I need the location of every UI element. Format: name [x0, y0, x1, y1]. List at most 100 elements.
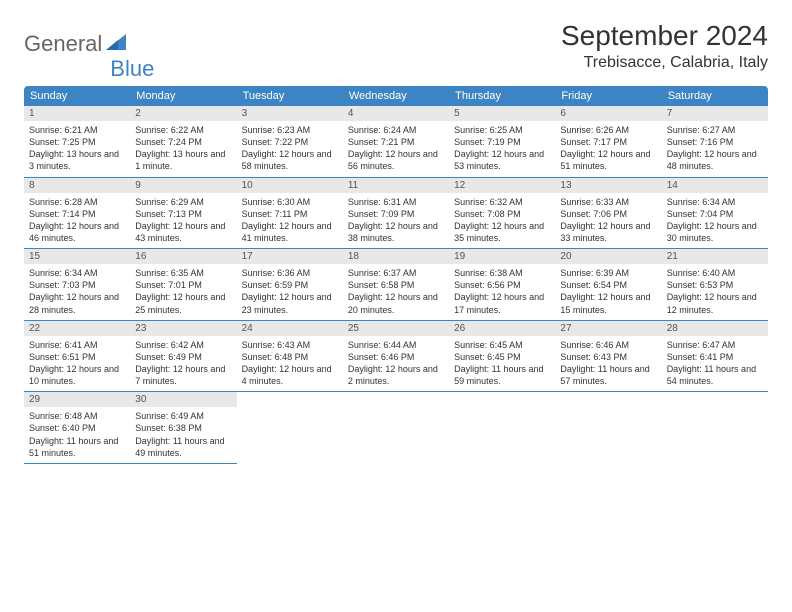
day-details: Sunrise: 6:23 AMSunset: 7:22 PMDaylight:…: [237, 121, 343, 177]
day-number: 25: [343, 321, 449, 336]
calendar-cell: 1Sunrise: 6:21 AMSunset: 7:25 PMDaylight…: [24, 106, 130, 177]
sunset-line: Sunset: 7:17 PM: [560, 136, 656, 148]
day-details: Sunrise: 6:31 AMSunset: 7:09 PMDaylight:…: [343, 193, 449, 249]
sunrise-line: Sunrise: 6:31 AM: [348, 196, 444, 208]
weekday-header: Wednesday: [343, 86, 449, 106]
sunset-line: Sunset: 7:14 PM: [29, 208, 125, 220]
day-details: Sunrise: 6:47 AMSunset: 6:41 PMDaylight:…: [662, 336, 768, 392]
day-number: 24: [237, 321, 343, 336]
day-number: 12: [449, 178, 555, 193]
daylight-line: Daylight: 12 hours and 25 minutes.: [135, 291, 231, 315]
day-number: 3: [237, 106, 343, 121]
sunset-line: Sunset: 6:49 PM: [135, 351, 231, 363]
sunrise-line: Sunrise: 6:34 AM: [667, 196, 763, 208]
day-number: 17: [237, 249, 343, 264]
calendar-cell: 23Sunrise: 6:42 AMSunset: 6:49 PMDayligh…: [130, 320, 236, 392]
calendar-row: 22Sunrise: 6:41 AMSunset: 6:51 PMDayligh…: [24, 320, 768, 392]
calendar-row: 29Sunrise: 6:48 AMSunset: 6:40 PMDayligh…: [24, 392, 768, 464]
sunrise-line: Sunrise: 6:23 AM: [242, 124, 338, 136]
calendar-cell: 6Sunrise: 6:26 AMSunset: 7:17 PMDaylight…: [555, 106, 661, 177]
day-details: Sunrise: 6:38 AMSunset: 6:56 PMDaylight:…: [449, 264, 555, 320]
day-details: Sunrise: 6:49 AMSunset: 6:38 PMDaylight:…: [130, 407, 236, 463]
daylight-line: Daylight: 13 hours and 3 minutes.: [29, 148, 125, 172]
day-number: 11: [343, 178, 449, 193]
weekday-header: Tuesday: [237, 86, 343, 106]
logo-triangle-icon: [106, 32, 130, 57]
calendar-cell: 12Sunrise: 6:32 AMSunset: 7:08 PMDayligh…: [449, 177, 555, 249]
day-number: 27: [555, 321, 661, 336]
day-details: Sunrise: 6:46 AMSunset: 6:43 PMDaylight:…: [555, 336, 661, 392]
sunset-line: Sunset: 7:09 PM: [348, 208, 444, 220]
day-number: 22: [24, 321, 130, 336]
calendar-cell: [449, 392, 555, 464]
daylight-line: Daylight: 13 hours and 1 minute.: [135, 148, 231, 172]
sunrise-line: Sunrise: 6:40 AM: [667, 267, 763, 279]
daylight-line: Daylight: 12 hours and 12 minutes.: [667, 291, 763, 315]
daylight-line: Daylight: 12 hours and 20 minutes.: [348, 291, 444, 315]
sunrise-line: Sunrise: 6:24 AM: [348, 124, 444, 136]
calendar-cell: 8Sunrise: 6:28 AMSunset: 7:14 PMDaylight…: [24, 177, 130, 249]
daylight-line: Daylight: 12 hours and 23 minutes.: [242, 291, 338, 315]
calendar-cell: 26Sunrise: 6:45 AMSunset: 6:45 PMDayligh…: [449, 320, 555, 392]
daylight-line: Daylight: 12 hours and 51 minutes.: [560, 148, 656, 172]
day-number: 13: [555, 178, 661, 193]
calendar-cell: 18Sunrise: 6:37 AMSunset: 6:58 PMDayligh…: [343, 249, 449, 321]
sunset-line: Sunset: 7:08 PM: [454, 208, 550, 220]
weekday-header: Monday: [130, 86, 236, 106]
calendar-cell: 2Sunrise: 6:22 AMSunset: 7:24 PMDaylight…: [130, 106, 236, 177]
daylight-line: Daylight: 12 hours and 58 minutes.: [242, 148, 338, 172]
daylight-line: Daylight: 12 hours and 33 minutes.: [560, 220, 656, 244]
weekday-header: Thursday: [449, 86, 555, 106]
sunrise-line: Sunrise: 6:37 AM: [348, 267, 444, 279]
header: General Blue September 2024 Trebisacce, …: [24, 20, 768, 72]
sunset-line: Sunset: 6:43 PM: [560, 351, 656, 363]
day-number: 2: [130, 106, 236, 121]
day-details: Sunrise: 6:26 AMSunset: 7:17 PMDaylight:…: [555, 121, 661, 177]
daylight-line: Daylight: 11 hours and 59 minutes.: [454, 363, 550, 387]
sunrise-line: Sunrise: 6:49 AM: [135, 410, 231, 422]
sunrise-line: Sunrise: 6:48 AM: [29, 410, 125, 422]
calendar-table: SundayMondayTuesdayWednesdayThursdayFrid…: [24, 86, 768, 464]
day-details: Sunrise: 6:33 AMSunset: 7:06 PMDaylight:…: [555, 193, 661, 249]
day-number: 20: [555, 249, 661, 264]
sunset-line: Sunset: 7:22 PM: [242, 136, 338, 148]
calendar-cell: [662, 392, 768, 464]
calendar-cell: 5Sunrise: 6:25 AMSunset: 7:19 PMDaylight…: [449, 106, 555, 177]
sunrise-line: Sunrise: 6:32 AM: [454, 196, 550, 208]
day-number: 23: [130, 321, 236, 336]
sunrise-line: Sunrise: 6:35 AM: [135, 267, 231, 279]
daylight-line: Daylight: 12 hours and 38 minutes.: [348, 220, 444, 244]
day-number: 9: [130, 178, 236, 193]
daylight-line: Daylight: 12 hours and 46 minutes.: [29, 220, 125, 244]
sunrise-line: Sunrise: 6:41 AM: [29, 339, 125, 351]
sunset-line: Sunset: 6:38 PM: [135, 422, 231, 434]
sunrise-line: Sunrise: 6:44 AM: [348, 339, 444, 351]
daylight-line: Daylight: 12 hours and 17 minutes.: [454, 291, 550, 315]
sunrise-line: Sunrise: 6:39 AM: [560, 267, 656, 279]
weekday-header: Saturday: [662, 86, 768, 106]
daylight-line: Daylight: 11 hours and 49 minutes.: [135, 435, 231, 459]
day-details: Sunrise: 6:27 AMSunset: 7:16 PMDaylight:…: [662, 121, 768, 177]
daylight-line: Daylight: 12 hours and 56 minutes.: [348, 148, 444, 172]
sunrise-line: Sunrise: 6:25 AM: [454, 124, 550, 136]
day-number: 21: [662, 249, 768, 264]
sunrise-line: Sunrise: 6:47 AM: [667, 339, 763, 351]
day-details: Sunrise: 6:25 AMSunset: 7:19 PMDaylight:…: [449, 121, 555, 177]
calendar-cell: 20Sunrise: 6:39 AMSunset: 6:54 PMDayligh…: [555, 249, 661, 321]
sunset-line: Sunset: 7:11 PM: [242, 208, 338, 220]
day-details: Sunrise: 6:40 AMSunset: 6:53 PMDaylight:…: [662, 264, 768, 320]
calendar-cell: 17Sunrise: 6:36 AMSunset: 6:59 PMDayligh…: [237, 249, 343, 321]
day-details: Sunrise: 6:32 AMSunset: 7:08 PMDaylight:…: [449, 193, 555, 249]
logo-text-general: General: [24, 31, 102, 57]
calendar-cell: 29Sunrise: 6:48 AMSunset: 6:40 PMDayligh…: [24, 392, 130, 464]
calendar-row: 8Sunrise: 6:28 AMSunset: 7:14 PMDaylight…: [24, 177, 768, 249]
daylight-line: Daylight: 12 hours and 7 minutes.: [135, 363, 231, 387]
day-details: Sunrise: 6:29 AMSunset: 7:13 PMDaylight:…: [130, 193, 236, 249]
day-number: 1: [24, 106, 130, 121]
day-number: 14: [662, 178, 768, 193]
sunset-line: Sunset: 7:03 PM: [29, 279, 125, 291]
daylight-line: Daylight: 12 hours and 2 minutes.: [348, 363, 444, 387]
sunrise-line: Sunrise: 6:26 AM: [560, 124, 656, 136]
calendar-cell: 4Sunrise: 6:24 AMSunset: 7:21 PMDaylight…: [343, 106, 449, 177]
sunset-line: Sunset: 6:59 PM: [242, 279, 338, 291]
